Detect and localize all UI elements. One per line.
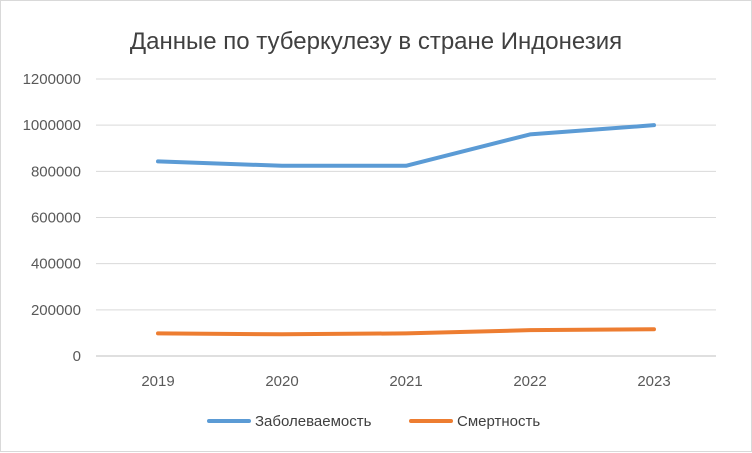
x-tick-label: 2022 <box>513 373 546 390</box>
y-tick-label: 1000000 <box>23 117 81 134</box>
gridlines <box>96 78 716 357</box>
series-lines <box>156 123 656 337</box>
legend: Заболеваемость Смертность <box>207 413 540 430</box>
legend-label-1: Смертность <box>457 413 540 430</box>
y-axis: 0 200000 400000 600000 800000 1000000 1200000 <box>23 71 81 365</box>
x-tick-label: 2021 <box>389 373 422 390</box>
legend-label-0: Заболеваемость <box>255 413 372 430</box>
series-line-0 <box>156 123 656 168</box>
y-tick-label: 0 <box>73 348 81 365</box>
chart-title: Данные по туберкулезу в стране Индонезия <box>130 28 622 55</box>
x-tick-label: 2020 <box>265 373 298 390</box>
y-tick-label: 400000 <box>31 256 81 273</box>
y-tick-label: 600000 <box>31 210 81 227</box>
y-tick-label: 1200000 <box>23 71 81 88</box>
series-line-1 <box>156 327 656 337</box>
x-tick-label: 2019 <box>141 373 174 390</box>
x-axis: 2019 2020 2021 2022 2023 <box>141 373 670 390</box>
y-tick-label: 800000 <box>31 163 81 180</box>
x-tick-label: 2023 <box>637 373 670 390</box>
y-tick-label: 200000 <box>31 302 81 319</box>
